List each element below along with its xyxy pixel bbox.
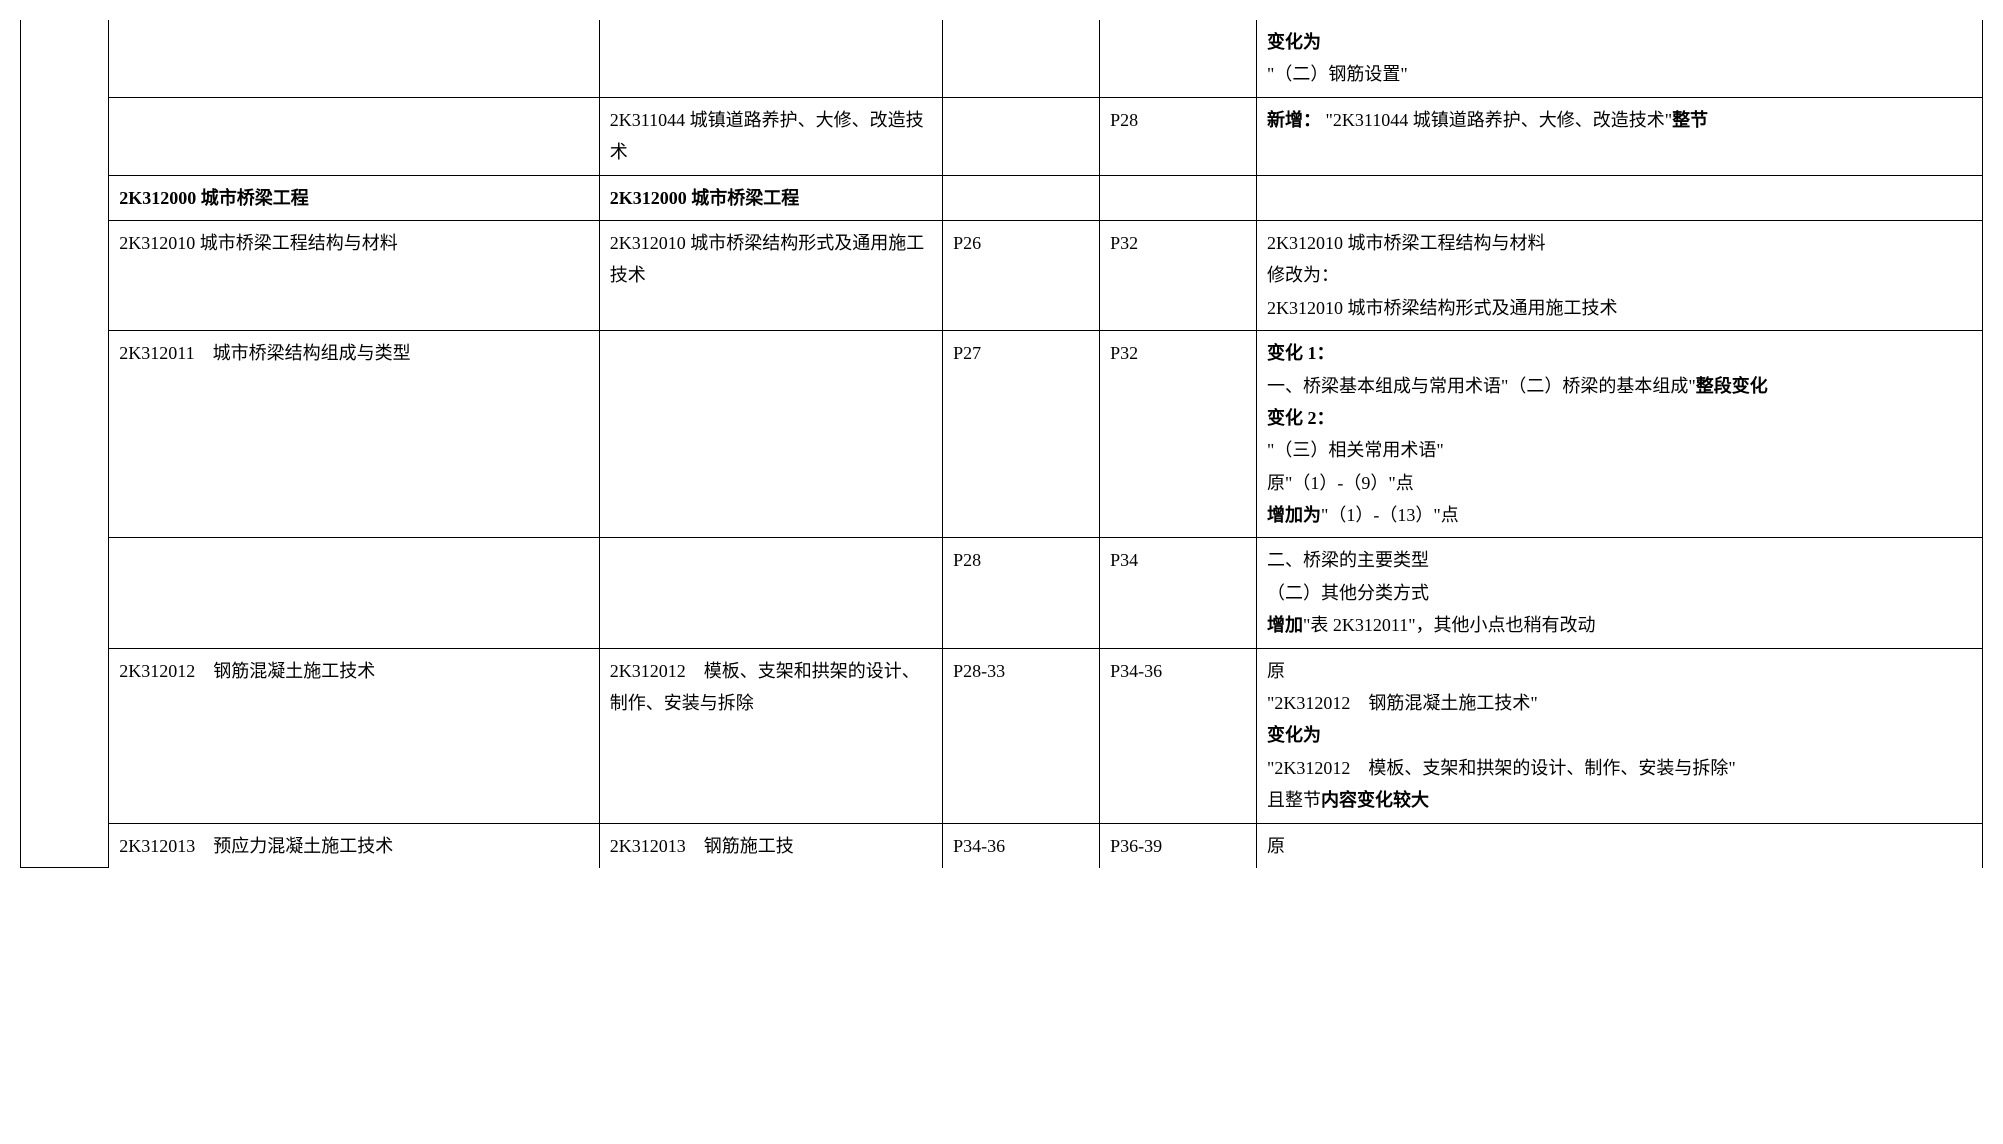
table-row: 2K311044 城镇道路养护、大修、改造技术 P28新增： "2K311044 … <box>21 97 1983 175</box>
col-new-section <box>599 331 942 538</box>
col-changes <box>1257 175 1983 220</box>
spacer-cell <box>21 97 109 175</box>
col-old-section: 2K312000 城市桥梁工程 <box>109 175 600 220</box>
col-old-page: P28 <box>943 538 1100 648</box>
spacer-cell <box>21 648 109 823</box>
col-old-page: P28-33 <box>943 648 1100 823</box>
col-changes: 新增： "2K311044 城镇道路养护、大修、改造技术"整节 <box>1257 97 1983 175</box>
spacer-cell <box>21 220 109 330</box>
col-new-page: P34 <box>1100 538 1257 648</box>
col-old-page: P26 <box>943 220 1100 330</box>
col-old-page <box>943 97 1100 175</box>
spacer-cell <box>21 175 109 220</box>
col-new-section: 2K312010 城市桥梁结构形式及通用施工技术 <box>599 220 942 330</box>
col-changes: 2K312010 城市桥梁工程结构与材料修改为：2K312010 城市桥梁结构形… <box>1257 220 1983 330</box>
table-body: 变化为"（二）钢筋设置"2K311044 城镇道路养护、大修、改造技术P28新增… <box>21 20 1983 868</box>
col-new-page: P32 <box>1100 331 1257 538</box>
col-changes: 变化 1：一、桥梁基本组成与常用术语"（二）桥梁的基本组成"整段变化变化 2："… <box>1257 331 1983 538</box>
col-old-section: 2K312012 钢筋混凝土施工技术 <box>109 648 600 823</box>
col-new-section: 2K312000 城市桥梁工程 <box>599 175 942 220</box>
col-old-section: 2K312010 城市桥梁工程结构与材料 <box>109 220 600 330</box>
col-old-page <box>943 20 1100 97</box>
col-changes: 原"2K312012 钢筋混凝土施工技术"变化为"2K312012 模板、支架和… <box>1257 648 1983 823</box>
table-row: P28P34二、桥梁的主要类型（二）其他分类方式增加"表 2K312011"，其… <box>21 538 1983 648</box>
table-row: 2K312013 预应力混凝土施工技术2K312013 钢筋施工技P34-36P… <box>21 823 1983 868</box>
col-old-section <box>109 97 600 175</box>
col-old-section <box>109 20 600 97</box>
col-new-page <box>1100 175 1257 220</box>
col-new-page <box>1100 20 1257 97</box>
col-changes: 变化为"（二）钢筋设置" <box>1257 20 1983 97</box>
col-changes: 二、桥梁的主要类型（二）其他分类方式增加"表 2K312011"，其他小点也稍有… <box>1257 538 1983 648</box>
comparison-table: 变化为"（二）钢筋设置"2K311044 城镇道路养护、大修、改造技术P28新增… <box>20 20 1983 868</box>
table-row: 2K312012 钢筋混凝土施工技术2K312012 模板、支架和拱架的设计、制… <box>21 648 1983 823</box>
col-new-page: P36-39 <box>1100 823 1257 868</box>
col-changes: 原 <box>1257 823 1983 868</box>
col-new-section <box>599 20 942 97</box>
col-old-page: P34-36 <box>943 823 1100 868</box>
spacer-cell <box>21 823 109 868</box>
table-row: 变化为"（二）钢筋设置" <box>21 20 1983 97</box>
col-new-page: P32 <box>1100 220 1257 330</box>
spacer-cell <box>21 331 109 538</box>
col-new-section <box>599 538 942 648</box>
col-old-page <box>943 175 1100 220</box>
col-old-section: 2K312013 预应力混凝土施工技术 <box>109 823 600 868</box>
table-row: 2K312000 城市桥梁工程2K312000 城市桥梁工程 <box>21 175 1983 220</box>
col-new-page: P34-36 <box>1100 648 1257 823</box>
table-row: 2K312010 城市桥梁工程结构与材料2K312010 城市桥梁结构形式及通用… <box>21 220 1983 330</box>
col-new-section: 2K312012 模板、支架和拱架的设计、制作、安装与拆除 <box>599 648 942 823</box>
col-old-page: P27 <box>943 331 1100 538</box>
col-new-section: 2K311044 城镇道路养护、大修、改造技术 <box>599 97 942 175</box>
col-old-section <box>109 538 600 648</box>
col-new-page: P28 <box>1100 97 1257 175</box>
spacer-cell <box>21 20 109 97</box>
col-old-section: 2K312011 城市桥梁结构组成与类型 <box>109 331 600 538</box>
col-new-section: 2K312013 钢筋施工技 <box>599 823 942 868</box>
spacer-cell <box>21 538 109 648</box>
table-row: 2K312011 城市桥梁结构组成与类型 P27P32变化 1：一、桥梁基本组成与… <box>21 331 1983 538</box>
